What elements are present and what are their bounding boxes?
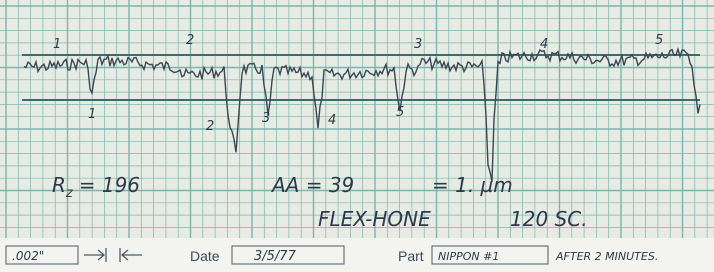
micrometer-value: = 1. µm [432, 173, 513, 197]
peak-label: 4 [540, 37, 548, 52]
rz-value: = 196 [79, 173, 140, 197]
valley-label: 3 [262, 111, 270, 126]
rz-symbol: R [52, 173, 66, 197]
page: 1 2 3 4 5 1 2 3 4 5 Rz = 196 AA = 39 = 1.… [0, 0, 714, 272]
rz-subscript: z [65, 186, 74, 201]
footer-note: AFTER 2 MINUTES. [555, 250, 658, 263]
peak-label: 1 [53, 37, 61, 52]
part-label: Part [398, 248, 424, 264]
rz-label: Rz = 196 [52, 173, 140, 201]
graph-paper [0, 0, 714, 238]
grit-size: 120 SC. [510, 207, 588, 231]
chart-sheet: 1 2 3 4 5 1 2 3 4 5 Rz = 196 AA = 39 = 1.… [0, 0, 714, 272]
scale-value: .002" [12, 249, 44, 263]
valley-label: 5 [396, 105, 404, 120]
process-name: FLEX-HONE [318, 207, 431, 231]
valley-label: 2 [206, 119, 214, 134]
valley-label: 1 [88, 107, 96, 122]
aa-value: AA = 39 [270, 173, 354, 197]
date-label: Date [190, 248, 220, 264]
valley-label: 4 [328, 113, 336, 128]
peak-label: 5 [655, 33, 663, 48]
part-value: NIPPON #1 [438, 250, 499, 263]
date-value: 3/5/77 [254, 249, 297, 264]
peak-label: 3 [414, 37, 422, 52]
peak-label: 2 [186, 33, 194, 48]
